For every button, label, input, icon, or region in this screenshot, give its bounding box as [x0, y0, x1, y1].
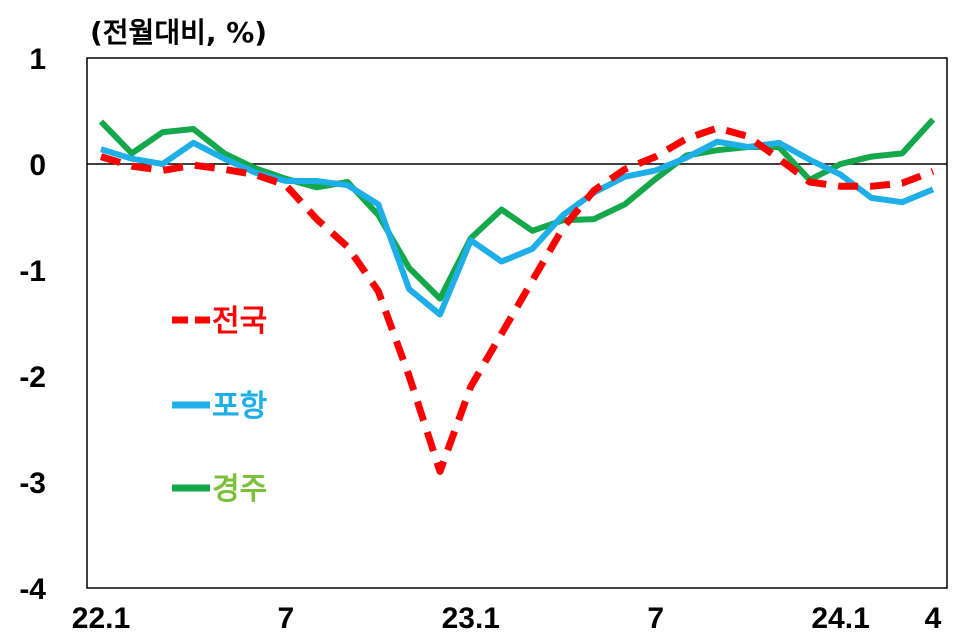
y-tick-label: 1: [29, 43, 46, 76]
y-tick-label: -2: [19, 361, 46, 394]
x-tick-label: 23.1: [442, 602, 500, 635]
legend-label-0: 전국: [212, 304, 267, 339]
legend-label-2: 경주: [212, 472, 267, 507]
x-axis: 22.1 7 23.1 7 24.1 4: [72, 602, 942, 635]
series-line-0: [99, 124, 935, 475]
series-line-2: [98, 117, 936, 302]
plot-frame: [86, 57, 948, 589]
x-tick-label: 7: [278, 602, 295, 635]
y-tick-label: 0: [29, 149, 46, 182]
y-axis: 1 0 -1 -2 -3 -4: [19, 43, 46, 606]
series-line-1: [100, 138, 935, 318]
x-tick-label: 22.1: [72, 602, 130, 635]
y-tick-label: -3: [19, 467, 46, 500]
x-tick-label: 24.1: [811, 602, 869, 635]
x-tick-label: 4: [925, 602, 942, 635]
unit-label: (전월대비, %): [90, 16, 267, 49]
series-lines: [98, 117, 936, 475]
y-tick-label: -1: [19, 255, 46, 288]
legend-label-1: 포항: [212, 389, 268, 424]
y-tick-label: -4: [19, 573, 46, 606]
x-tick-label: 7: [647, 602, 664, 635]
